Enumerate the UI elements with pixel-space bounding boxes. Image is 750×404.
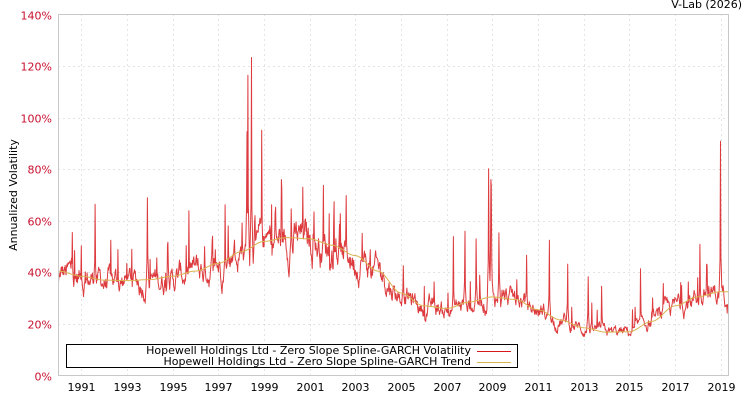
x-tick-label: 2013 <box>571 381 599 394</box>
y-tick-label: 140% <box>21 10 52 23</box>
y-tick-label: 0% <box>35 371 52 384</box>
legend-swatch-trend <box>477 361 511 363</box>
trend-line <box>58 237 729 333</box>
y-tick-label: 20% <box>28 319 52 332</box>
y-tick-label: 120% <box>21 61 52 74</box>
y-tick-label: 60% <box>28 216 52 229</box>
x-tick-label: 2003 <box>342 381 370 394</box>
grid-lines <box>58 14 729 376</box>
x-tick-label: 2015 <box>616 381 644 394</box>
x-tick-label: 2009 <box>479 381 507 394</box>
x-tick-label: 1991 <box>68 381 96 394</box>
plot-frame <box>58 14 729 376</box>
series-layer <box>58 57 729 337</box>
x-tick-label: 2011 <box>525 381 553 394</box>
legend-item-volatility: Hopewell Holdings Ltd - Zero Slope Splin… <box>146 345 511 357</box>
x-tick-label: 2019 <box>708 381 736 394</box>
x-axis-ticks: 1991 1993 1995 1997 1999 2001 2003 2005 2007 2009… <box>68 381 736 394</box>
legend-item-trend: Hopewell Holdings Ltd - Zero Slope Splin… <box>163 356 511 368</box>
legend-swatch-volatility <box>477 350 511 352</box>
x-tick-label: 1995 <box>160 381 188 394</box>
x-tick-label: 1997 <box>205 381 233 394</box>
x-tick-label: 1999 <box>251 381 279 394</box>
y-tick-label: 100% <box>21 113 52 126</box>
x-tick-label: 2001 <box>297 381 325 394</box>
x-tick-label: 2007 <box>434 381 462 394</box>
source-credit: V-Lab (2026) <box>671 0 742 11</box>
volatility-line <box>58 57 729 337</box>
x-tick-label: 2017 <box>662 381 690 394</box>
x-tick-label: 2005 <box>388 381 416 394</box>
y-tick-label: 80% <box>28 164 52 177</box>
y-axis-label: Annualized Volatility <box>7 139 20 251</box>
chart-legend: Hopewell Holdings Ltd - Zero Slope Splin… <box>66 344 518 368</box>
y-axis-ticks: 0% 20% 40% 60% 80% 100% 120% 140% <box>21 10 52 384</box>
legend-label-volatility: Hopewell Holdings Ltd - Zero Slope Splin… <box>146 344 471 357</box>
y-tick-label: 40% <box>28 267 52 280</box>
legend-label-trend: Hopewell Holdings Ltd - Zero Slope Splin… <box>163 355 471 368</box>
x-tick-label: 1993 <box>114 381 142 394</box>
